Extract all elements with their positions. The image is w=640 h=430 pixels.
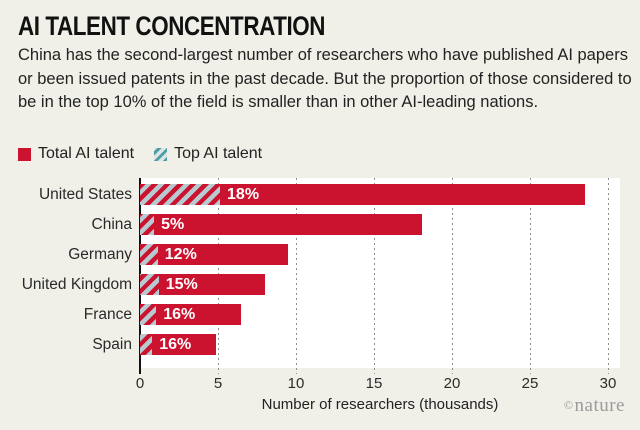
bar-row: United Kingdom 15% <box>0 274 640 295</box>
legend-item-top: Top AI talent <box>154 145 262 163</box>
bar-row: Spain 16% <box>0 334 640 355</box>
legend-swatch-hatch-icon <box>154 147 168 161</box>
x-tick-label-0: 0 <box>135 375 145 392</box>
top-talent-hatch-segment <box>140 214 155 235</box>
total-talent-bar: 15% <box>140 274 265 295</box>
top-talent-hatch-segment <box>140 274 159 295</box>
gridline-10 <box>296 178 297 374</box>
percent-label: 16% <box>163 306 196 323</box>
category-label: France <box>83 306 132 323</box>
bar-row: Germany 12% <box>0 244 640 265</box>
category-label: United States <box>38 186 132 203</box>
legend: Total AI talent Top AI talent <box>18 145 262 163</box>
copyright-icon: © <box>563 398 574 412</box>
nature-wordmark: nature <box>574 395 625 416</box>
nature-credit: ©nature <box>564 395 625 417</box>
x-tick-label-25: 25 <box>521 375 539 392</box>
category-label: China <box>91 216 133 233</box>
category-label: Spain <box>92 336 132 353</box>
percent-label: 18% <box>227 186 260 203</box>
percent-label: 5% <box>161 216 185 233</box>
gridline-30 <box>608 178 609 374</box>
top-talent-hatch-segment <box>140 184 221 205</box>
x-tick-label-20: 20 <box>443 375 461 392</box>
percent-label: 12% <box>164 246 197 263</box>
total-talent-bar: 16% <box>140 304 242 325</box>
chart-title: AI TALENT CONCENTRATION <box>18 11 326 41</box>
plot-area <box>140 178 620 368</box>
top-talent-hatch-segment <box>140 334 153 355</box>
category-label: Germany <box>68 246 132 263</box>
chart-description: China has the second-largest number of r… <box>18 46 632 111</box>
x-tick-label-10: 10 <box>287 375 305 392</box>
category-label: United Kingdom <box>21 276 132 293</box>
x-axis-title: Number of researchers (thousands) <box>261 396 499 413</box>
legend-item-total: Total AI talent <box>18 145 134 163</box>
gridline-20 <box>452 178 453 374</box>
percent-label: 16% <box>159 336 192 353</box>
total-talent-bar: 12% <box>140 244 289 265</box>
gridline-25 <box>530 178 531 374</box>
top-talent-hatch-segment <box>140 304 157 325</box>
legend-swatch-red-icon <box>18 147 31 161</box>
legend-label-top: Top AI talent <box>174 145 263 162</box>
legend-label-total: Total AI talent <box>38 145 135 162</box>
gridline-15 <box>374 178 375 374</box>
percent-label: 15% <box>165 276 198 293</box>
bar-row: France 16% <box>0 304 640 325</box>
bar-row: United States 18% <box>0 184 640 205</box>
x-tick-label-5: 5 <box>213 375 223 392</box>
total-talent-bar: 16% <box>140 334 217 355</box>
total-talent-bar: 18% <box>140 184 585 205</box>
bar-row: China 5% <box>0 214 640 235</box>
x-tick-label-30: 30 <box>599 375 617 392</box>
top-talent-hatch-segment <box>140 244 158 265</box>
total-talent-bar: 5% <box>140 214 423 235</box>
x-tick-label-15: 15 <box>365 375 383 392</box>
